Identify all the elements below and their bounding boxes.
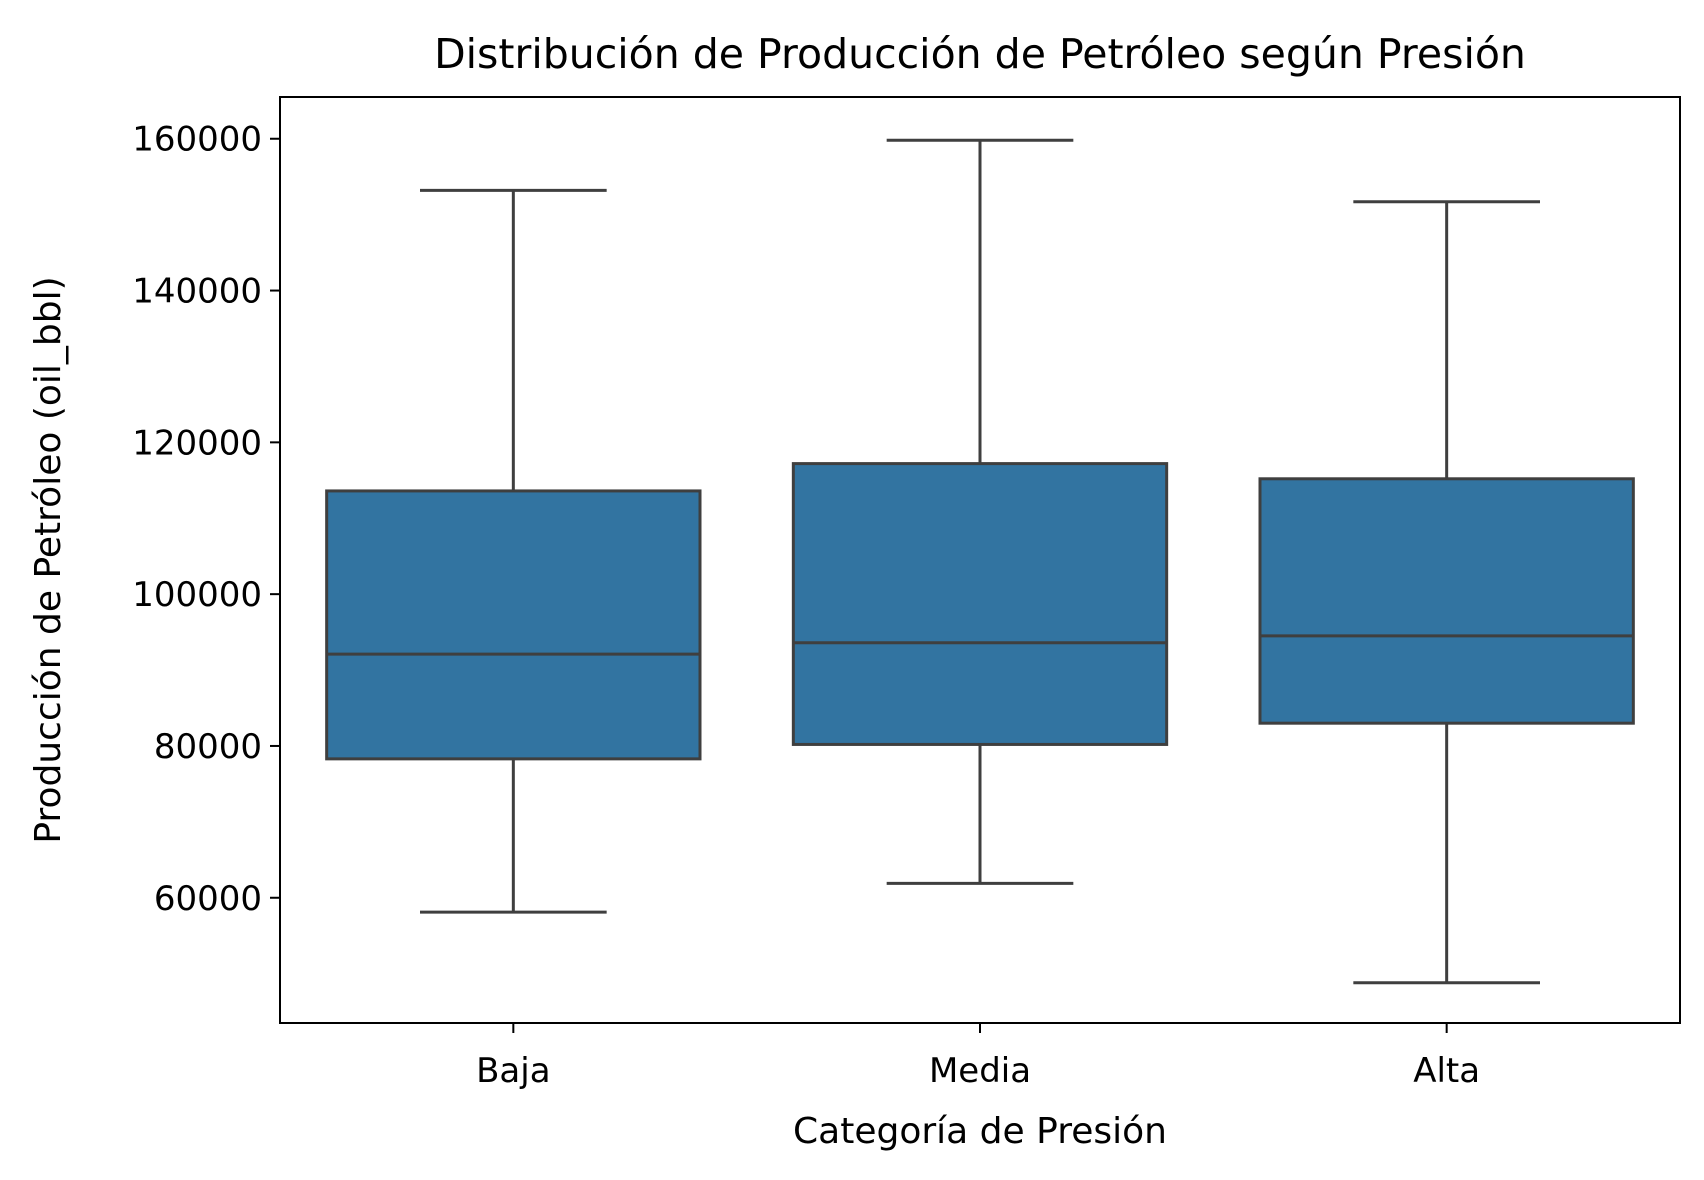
y-tick-label: 120000: [132, 423, 262, 463]
y-axis-label: Producción de Petróleo (oil_bbl): [28, 276, 69, 843]
y-tick-label: 100000: [132, 575, 262, 615]
x-tick-label: Alta: [1413, 1051, 1480, 1091]
y-tick-label: 60000: [154, 879, 262, 919]
iqr-box: [1258, 477, 1635, 725]
x-tick-label: Baja: [476, 1051, 550, 1091]
x-tick-label: Media: [929, 1051, 1031, 1091]
y-tick-label: 140000: [132, 272, 262, 312]
box-group-media: [791, 138, 1169, 885]
iqr-box: [325, 489, 702, 761]
plot-area: [325, 138, 1635, 985]
box-group-baja: [325, 188, 702, 914]
box-group-alta: [1258, 200, 1635, 985]
y-tick-label: 160000: [132, 120, 262, 160]
x-axis: Baja Media Alta: [476, 1023, 1480, 1091]
y-axis: 60000 80000 100000 120000 140000 160000: [132, 120, 280, 919]
chart-title: Distribución de Producción de Petróleo s…: [434, 30, 1526, 78]
x-axis-label: Categoría de Presión: [793, 1111, 1167, 1152]
iqr-box: [791, 462, 1169, 746]
y-tick-label: 80000: [154, 727, 262, 767]
